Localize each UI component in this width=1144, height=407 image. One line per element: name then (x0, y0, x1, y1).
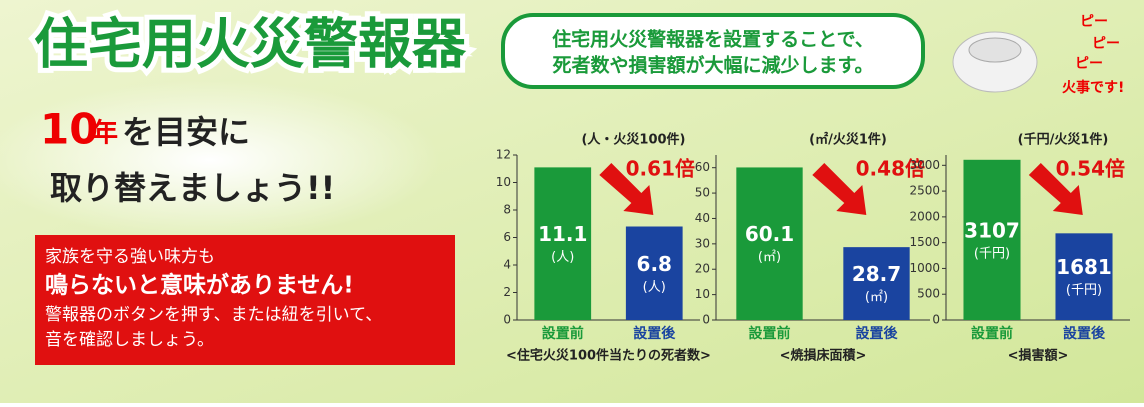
y-tick-label: 8 (503, 203, 511, 217)
y-tick-label: 2 (503, 285, 511, 299)
value-label: 3107 (964, 218, 1020, 242)
headline: を目安に (122, 113, 250, 151)
caption: <住宅火災100件当たりの死者数> (506, 348, 711, 364)
unit-label: (人・火災100件) (581, 132, 685, 148)
x-tick-label: 設置後 (1063, 325, 1106, 342)
x-tick-label: 設置前 (542, 325, 584, 342)
bar-unit: (人) (551, 250, 574, 265)
bar-unit: (㎡) (758, 250, 781, 265)
caption: <焼損床面積> (780, 348, 867, 364)
notice-text: 警報器のボタンを押す、または紐を引いて、 (45, 305, 382, 325)
y-tick-label: 3000 (909, 158, 940, 172)
y-tick-label: 1000 (909, 261, 940, 275)
y-tick-label: 10 (496, 175, 511, 189)
x-tick-label: 設置後 (633, 325, 676, 342)
y-tick-label: 60 (695, 160, 710, 174)
y-tick-label: 50 (695, 186, 710, 200)
y-tick-label: 2500 (909, 184, 940, 198)
value-label: 1681 (1056, 255, 1112, 279)
unit-label: (㎡/火災1件) (809, 132, 887, 148)
notice-text: 家族を守る強い味方も (45, 247, 215, 267)
y-tick-label: 10 (695, 287, 710, 301)
caption: <損害額> (1008, 348, 1069, 364)
sound: ピー (1080, 14, 1108, 30)
x-tick-label: 設置前 (971, 325, 1013, 342)
bar-unit: (㎡) (865, 290, 888, 305)
headline-number: 10 (40, 105, 98, 154)
notice-text: 音を確認しましょう。 (45, 330, 214, 350)
y-tick-label: 1500 (909, 235, 940, 249)
y-tick-label: 0 (932, 313, 940, 327)
detector-top (969, 38, 1021, 62)
notice-text: 鳴らないと意味がありません! (45, 272, 354, 299)
sound: ピー (1075, 56, 1103, 72)
poster: 住宅用火災警報器 住宅用火災警報器を設置することで、 死者数や損害額が大幅に減少… (0, 0, 1144, 403)
ratio: 0.54倍 (1056, 157, 1125, 181)
y-tick-label: 30 (695, 236, 710, 250)
y-tick-label: 500 (917, 287, 940, 301)
bubble-line: 住宅用火災警報器を設置することで、 (552, 28, 874, 51)
bar-unit: (千円) (1066, 283, 1102, 298)
value-label: 6.8 (637, 252, 672, 276)
bubble-line: 死者数や損害額が大幅に減少します。 (552, 54, 873, 77)
y-tick-label: 12 (496, 148, 511, 162)
y-tick-label: 2000 (909, 209, 940, 223)
unit-label: (千円/火災1件) (1018, 132, 1109, 148)
headline-unit: 年 (92, 118, 118, 149)
x-tick-label: 設置後 (856, 325, 899, 342)
title: 住宅用火災警報器 (34, 13, 467, 76)
sound: 火事です! (1062, 79, 1124, 96)
y-tick-label: 40 (695, 211, 710, 225)
y-tick-label: 6 (503, 230, 511, 244)
bar-unit: (人) (643, 280, 666, 295)
ratio: 0.61倍 (626, 157, 695, 181)
value-label: 28.7 (852, 262, 901, 286)
x-tick-label: 設置前 (749, 325, 791, 342)
y-tick-label: 20 (695, 262, 710, 276)
value-label: 11.1 (538, 222, 587, 246)
y-tick-label: 0 (702, 313, 710, 327)
value-label: 60.1 (745, 222, 794, 246)
y-tick-label: 0 (503, 313, 511, 327)
headline: 取り替えましょう!! (50, 169, 335, 207)
sound: ピー (1092, 36, 1120, 52)
bar-unit: (千円) (974, 246, 1010, 261)
y-tick-label: 4 (503, 258, 511, 272)
